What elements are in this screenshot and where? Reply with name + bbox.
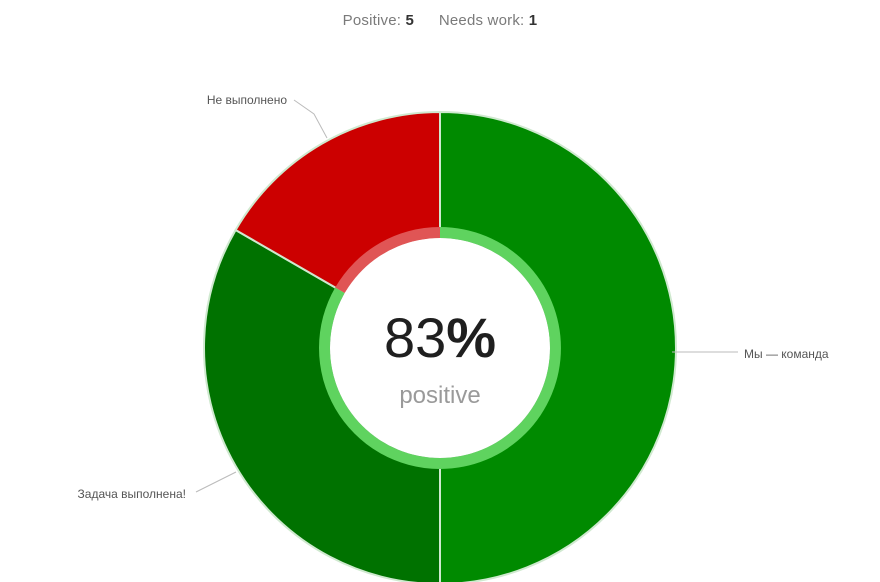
needs-work-count: 1 <box>528 12 538 29</box>
summary-bar: Positive: 5 Needs work: 1 <box>0 12 880 29</box>
slice-label: Мы — команда <box>744 347 829 361</box>
center-percent-sign: % <box>446 306 496 369</box>
labels-layer: Мы — команда Задача выполнена! Не выполнен… <box>78 93 829 501</box>
inner-ring-segment <box>335 227 440 293</box>
positive-count: 5 <box>405 12 415 29</box>
inner-ring-layer <box>319 227 561 469</box>
leader-line <box>293 99 328 139</box>
needs-work-label: Needs work: <box>438 12 525 29</box>
center-percent: 83% <box>384 306 496 369</box>
inner-ring-segment <box>319 287 440 469</box>
center-readout: 83% positive <box>384 306 496 409</box>
slice-label: Не выполнено <box>207 93 288 107</box>
center-disk <box>330 238 550 458</box>
leader-line <box>195 471 237 493</box>
center-percent-value: 83 <box>384 306 446 369</box>
positive-label: Positive: <box>342 12 402 29</box>
slice-label: Задача выполнена! <box>78 487 186 501</box>
center-caption: positive <box>399 382 480 409</box>
